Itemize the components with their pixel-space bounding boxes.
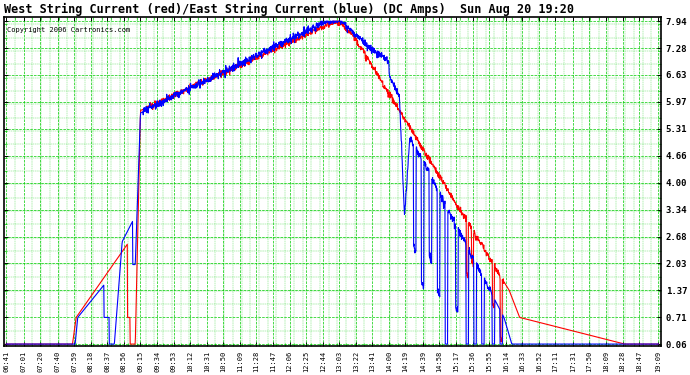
Text: Copyright 2006 Cartronics.com: Copyright 2006 Cartronics.com [7,27,130,33]
Text: West String Current (red)/East String Current (blue) (DC Amps)  Sun Aug 20 19:20: West String Current (red)/East String Cu… [3,3,573,16]
